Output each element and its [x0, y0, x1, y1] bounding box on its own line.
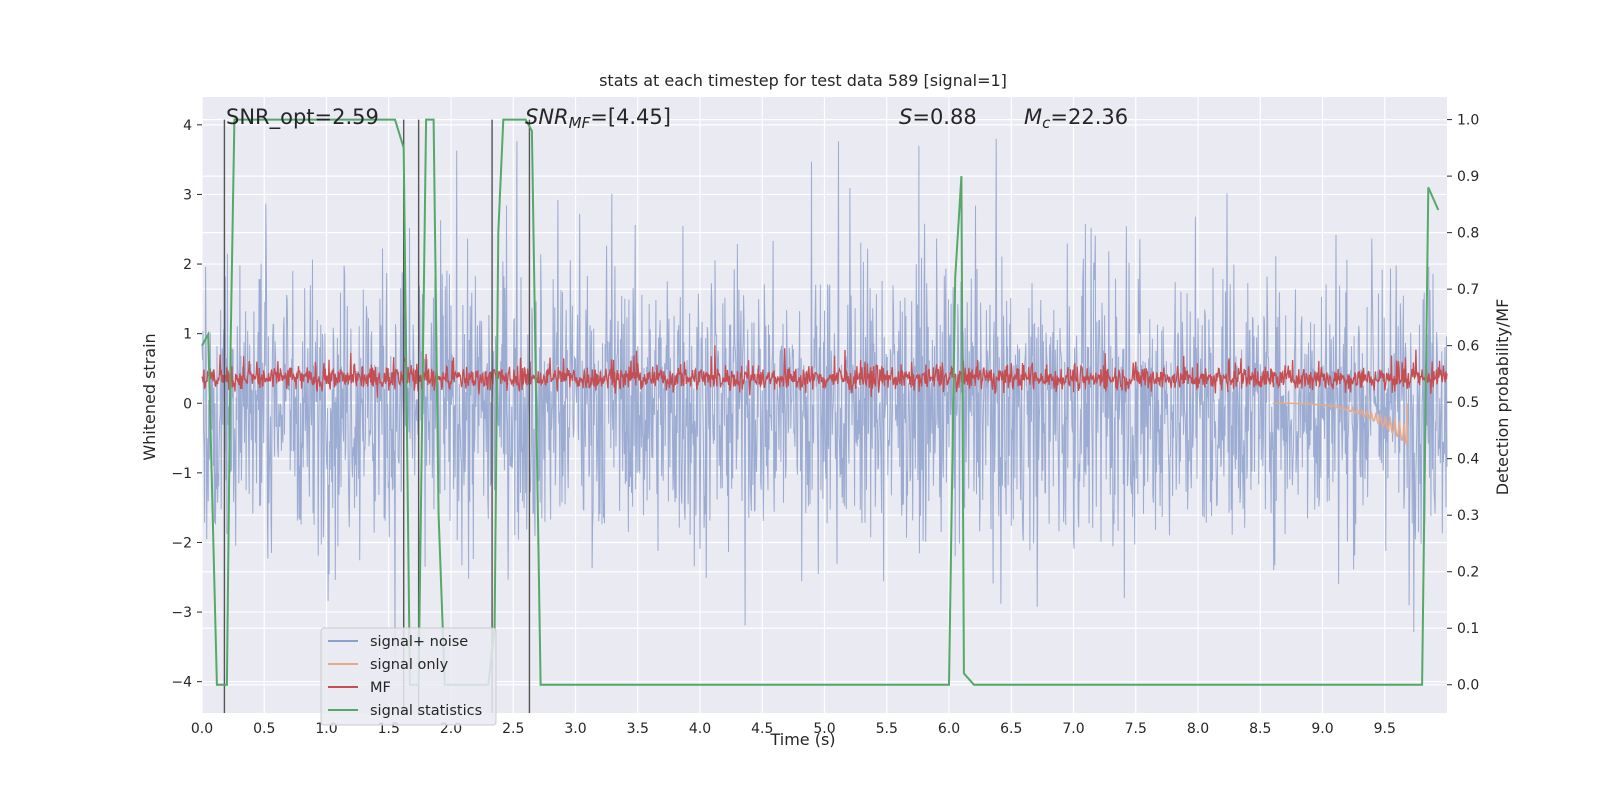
y-tick-label-left: 1: [183, 327, 192, 343]
y-tick-label-right: 0.6: [1457, 339, 1479, 355]
y-tick-label-right: 0.9: [1457, 169, 1479, 185]
annotation-mc: Mc=22.36: [1024, 105, 1128, 132]
x-tick-label: 8.0: [1187, 721, 1209, 737]
ticks: 0.0 0.5 1.0 1.5 2.0 2.5 3.0 3.5 4.0 4.5 5.0 5.5 6.0 6…: [171, 113, 1479, 737]
y-tick-label-right: 1.0: [1457, 113, 1479, 129]
x-tick-label: 0.0: [191, 721, 213, 737]
annotation-s: S=0.88: [899, 105, 977, 129]
signal-noise-line: [201, 138, 1448, 665]
y-tick-label-right: 0.7: [1457, 282, 1479, 298]
x-tick-label: 0.5: [253, 721, 275, 737]
mf-line: [201, 345, 1448, 398]
y-tick-label-right: 0.0: [1457, 678, 1479, 694]
y-tick-label-right: 0.8: [1457, 226, 1479, 242]
legend: signal+ noise signal only MF signal stat…: [320, 627, 497, 726]
legend-label-signal-only: signal only: [370, 657, 449, 673]
x-tick-label: 7.0: [1062, 721, 1084, 737]
x-tick-label: 4.5: [751, 721, 773, 737]
y-tick-label-right: 0.3: [1457, 508, 1479, 524]
legend-label-signal-statistics: signal statistics: [370, 703, 482, 719]
mc-subscript: c: [1042, 114, 1051, 132]
s-value: =0.88: [912, 105, 976, 129]
x-tick-label: 7.5: [1125, 721, 1147, 737]
mc-value: =22.36: [1050, 105, 1128, 129]
x-tick-label: 9.0: [1311, 721, 1333, 737]
legend-label-signal-noise: signal+ noise: [370, 634, 468, 650]
x-tick-label: 4.0: [689, 721, 711, 737]
x-tick-label: 5.0: [813, 721, 835, 737]
x-tick-label: 5.5: [876, 721, 898, 737]
x-tick-label: 3.0: [564, 721, 586, 737]
signal-only-line: [1272, 402, 1408, 446]
x-axis-label: Time (s): [769, 730, 835, 749]
chart-title: stats at each timestep for test data 589…: [599, 71, 1007, 90]
y-tick-label-right: 0.1: [1457, 621, 1479, 637]
y-tick-label-right: 0.4: [1457, 452, 1479, 468]
x-tick-label: 3.5: [627, 721, 649, 737]
y-tick-label-right: 0.2: [1457, 565, 1479, 581]
legend-box: [320, 627, 497, 726]
y-tick-label-left: −1: [171, 466, 192, 482]
annotation-snr-mf: SNRMF=[4.45]: [525, 105, 671, 132]
y-tick-label-left: −3: [171, 605, 192, 621]
snr-mf-symbol: SNR: [525, 105, 569, 129]
x-tick-label: 9.5: [1374, 721, 1396, 737]
y-tick-label-left: 2: [183, 257, 192, 273]
x-tick-label: 6.5: [1000, 721, 1022, 737]
mc-symbol: M: [1024, 105, 1042, 129]
y-axis-label-left: Whitened strain: [140, 333, 159, 460]
snr-mf-subscript: MF: [569, 114, 591, 132]
x-tick-label: 6.0: [938, 721, 960, 737]
y-tick-label-left: 4: [183, 118, 192, 134]
x-tick-label: 8.5: [1249, 721, 1271, 737]
y-tick-label-left: −2: [171, 535, 192, 551]
snr-mf-value: =[4.45]: [590, 105, 671, 129]
y-tick-label-left: 3: [183, 187, 192, 203]
y-tick-label-left: 0: [183, 396, 192, 412]
y-axis-label-right: Detection probability/MF: [1493, 299, 1512, 496]
s-symbol: S: [899, 105, 912, 129]
annotation-snr-opt: SNR_opt=2.59: [226, 105, 379, 130]
y-tick-label-right: 0.5: [1457, 395, 1479, 411]
legend-label-mf: MF: [370, 680, 391, 696]
series-signal-only: [1272, 402, 1408, 446]
x-tick-label: 2.5: [502, 721, 524, 737]
series-mf: [201, 345, 1448, 398]
y-tick-label-left: −4: [171, 675, 192, 691]
series-signal-noise: [201, 138, 1448, 665]
